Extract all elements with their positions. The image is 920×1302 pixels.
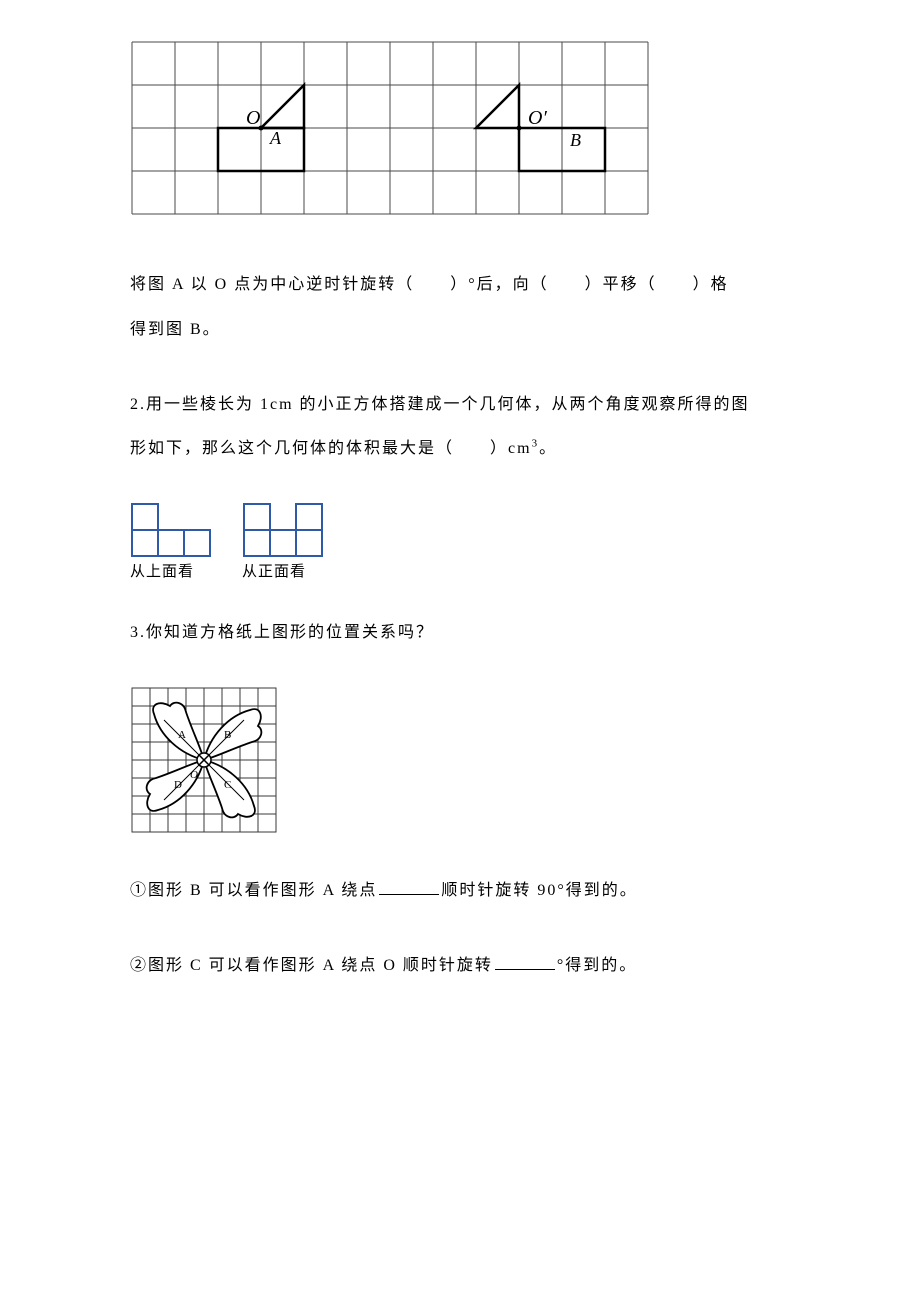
top-view-svg (130, 502, 212, 558)
q1-text: 将图 A 以 O 点为中心逆时针旋转（ ）°后，向（ ）平移（ ）格 得到图 B… (130, 263, 800, 353)
label-A: A (269, 128, 282, 148)
top-view-block: 从上面看 (130, 502, 212, 581)
q2-views: 从上面看 从正面看 (130, 502, 800, 581)
q3-sub2-b: °得到的。 (557, 957, 637, 974)
front-view-label: 从正面看 (242, 560, 306, 581)
q3-title: 3.你知道方格纸上图形的位置关系吗？ (130, 611, 800, 656)
front-view-block: 从正面看 (242, 502, 324, 581)
label-O2: O′ (528, 107, 547, 129)
q1-line2: 得到图 B。 (130, 321, 221, 338)
label-B: B (570, 130, 581, 150)
petal-label-D: D (174, 779, 182, 791)
petal-label-A: A (178, 729, 186, 741)
front-view-svg (242, 502, 324, 558)
q2-a: 2.用一些棱长为 1cm 的小正方体搭建成一个几何体，从两个角度观察所得的图 (130, 396, 750, 413)
q2-b: 形如下，那么这个几何体的体积最大是（ ）cm (130, 440, 532, 457)
q2-sup: 3 (532, 438, 540, 450)
q3-sub1-a: ①图形 B 可以看作图形 A 绕点 (130, 882, 377, 899)
q3-sub2-a: ②图形 C 可以看作图形 A 绕点 O 顺时针旋转 (130, 957, 493, 974)
figure-3: A B C D O (130, 686, 800, 839)
petal-label-C: C (224, 779, 231, 791)
q3-sub1-b: 顺时针旋转 90°得到的。 (441, 882, 637, 899)
blank-2[interactable] (495, 954, 555, 970)
center-label-O: O (190, 769, 198, 781)
q1-line1: 将图 A 以 O 点为中心逆时针旋转（ ）°后，向（ ）平移（ ）格 (130, 276, 729, 293)
figure-1: O A O′ B (130, 40, 800, 223)
top-view-label: 从上面看 (130, 560, 194, 581)
q3-sub2: ②图形 C 可以看作图形 A 绕点 O 顺时针旋转 °得到的。 (130, 944, 800, 989)
figure-1-svg: O A O′ B (130, 40, 650, 218)
figure-3-svg: A B C D O (130, 686, 278, 834)
petal-label-B: B (224, 729, 231, 741)
label-O: O (246, 107, 260, 129)
blank-1[interactable] (379, 879, 439, 895)
q2-text: 2.用一些棱长为 1cm 的小正方体搭建成一个几何体，从两个角度观察所得的图 形… (130, 383, 800, 473)
page: O A O′ B 将图 A 以 O 点为中心逆时针旋转（ ）°后，向（ ）平移（… (0, 0, 920, 1079)
q3-sub1: ①图形 B 可以看作图形 A 绕点 顺时针旋转 90°得到的。 (130, 869, 800, 914)
q2-c: 。 (539, 440, 557, 457)
